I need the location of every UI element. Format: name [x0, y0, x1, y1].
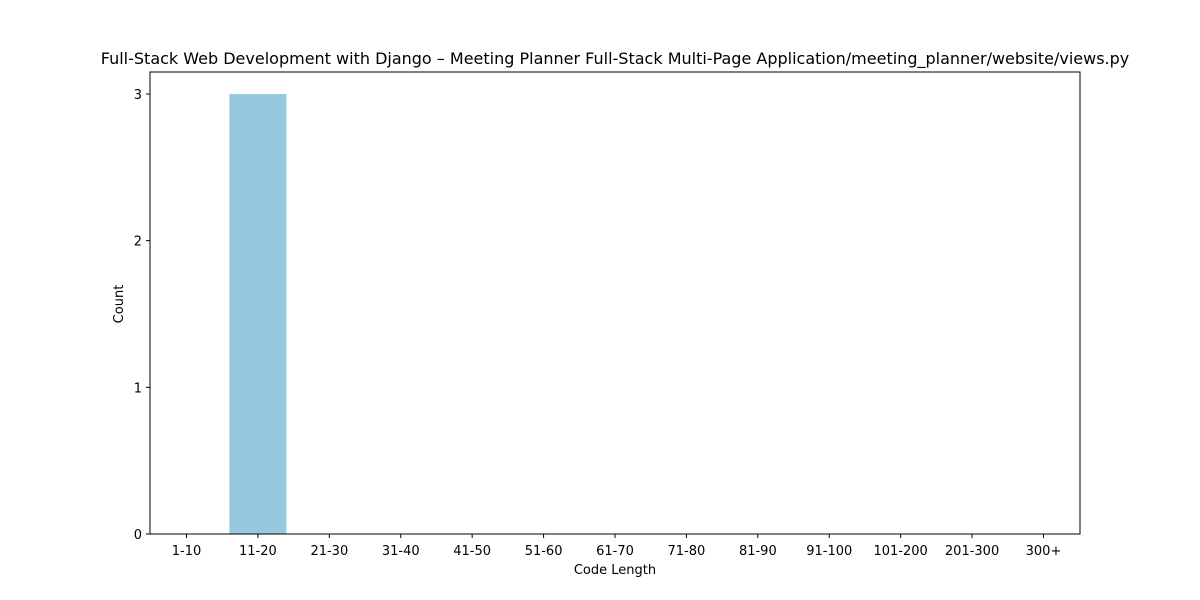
x-tick-label: 1-10	[172, 544, 202, 559]
x-tick-label: 81-90	[739, 544, 777, 559]
y-axis: 0 1 2 3	[134, 88, 150, 543]
x-tick-label: 101-200	[874, 544, 928, 559]
y-axis-label: Count	[112, 285, 127, 324]
x-tick-label: 41-50	[453, 544, 491, 559]
x-tick-label: 201-300	[945, 544, 999, 559]
x-tick-label: 51-60	[525, 544, 563, 559]
y-tick-label: 3	[134, 88, 142, 103]
x-axis-label: Code Length	[574, 563, 656, 578]
bars-group	[229, 94, 287, 534]
chart-title: Full-Stack Web Development with Django –…	[101, 49, 1129, 69]
y-tick-label: 2	[134, 235, 142, 250]
x-tick-label: 11-20	[239, 544, 277, 559]
x-tick-label: 61-70	[596, 544, 634, 559]
x-tick-label: 31-40	[382, 544, 420, 559]
bar-11-20	[229, 94, 287, 534]
x-tick-label: 91-100	[806, 544, 852, 559]
y-tick-label: 0	[134, 528, 142, 543]
x-tick-label: 71-80	[668, 544, 706, 559]
x-tick-label: 300+	[1026, 544, 1062, 559]
x-tick-label: 21-30	[310, 544, 348, 559]
y-tick-label: 1	[134, 381, 142, 396]
plot-frame	[149, 71, 1081, 535]
x-axis: 1-10 11-20 21-30 31-40 41-50 51-60 61-70 71-80 8…	[172, 534, 1062, 559]
